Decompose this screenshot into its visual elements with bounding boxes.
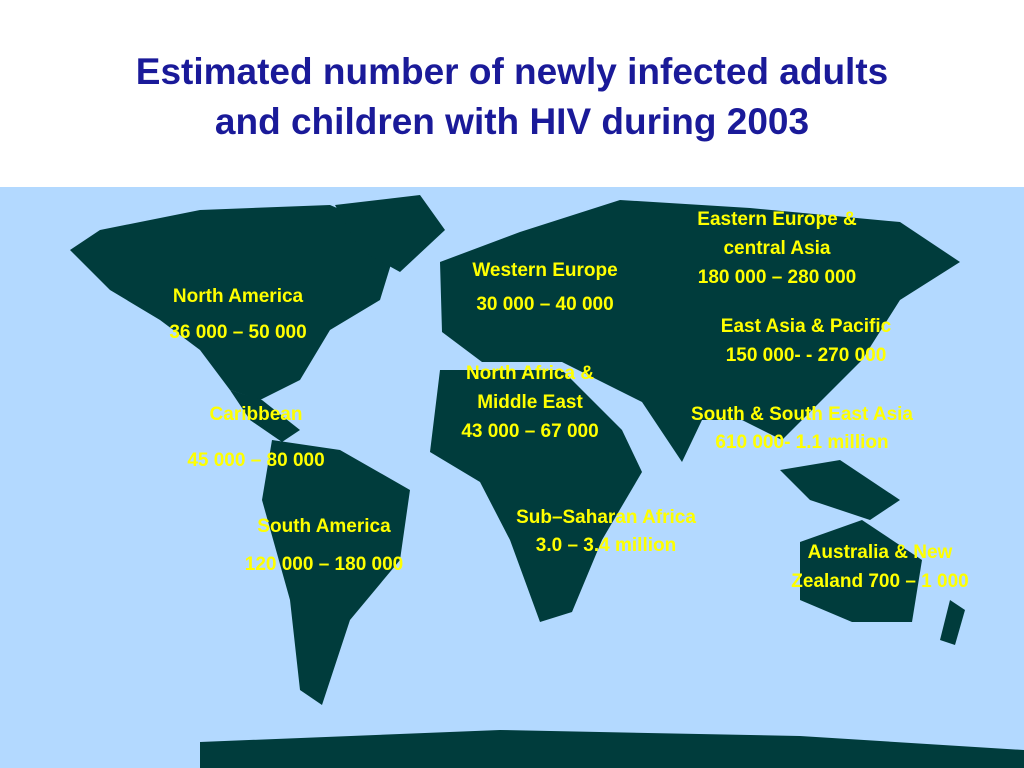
central-america xyxy=(230,390,300,442)
title-line: and children with HIV during 2003 xyxy=(215,101,809,142)
region-label: 43 000 – 67 000 xyxy=(461,421,598,442)
region-label: Middle East xyxy=(477,392,583,413)
region-label: 45 000 – 80 000 xyxy=(187,450,324,471)
region-label: Australia & New xyxy=(808,542,953,563)
region-label: 36 000 – 50 000 xyxy=(169,322,306,343)
region-label: North America xyxy=(173,286,304,307)
new-zealand xyxy=(940,600,965,645)
region-label: Sub–Saharan Africa xyxy=(516,507,696,528)
region-labels: North America 36 000 – 50 000 Caribbean 45 … xyxy=(169,209,968,592)
land xyxy=(70,195,1024,768)
greenland xyxy=(335,195,445,272)
region-label: 610 000- 1.1 million xyxy=(715,432,888,453)
region-label: 3.0 – 3.4 million xyxy=(536,535,676,556)
region-label: Zealand 700 – 1 000 xyxy=(791,571,968,592)
south-america xyxy=(262,440,410,705)
antarctica xyxy=(200,730,1024,768)
region-label: South America xyxy=(257,516,391,537)
title-line: Estimated number of newly infected adult… xyxy=(136,51,888,92)
africa xyxy=(430,370,642,622)
region-label: 30 000 – 40 000 xyxy=(476,294,613,315)
region-label: 180 000 – 280 000 xyxy=(698,267,857,288)
region-label: Eastern Europe & xyxy=(697,209,857,230)
region-label: 120 000 – 180 000 xyxy=(245,554,404,575)
region-label: South & South East Asia xyxy=(691,404,913,425)
australia xyxy=(800,520,922,622)
eurasia xyxy=(440,200,960,462)
region-label: East Asia & Pacific xyxy=(721,316,892,337)
southeast-asia xyxy=(780,460,900,520)
north-america xyxy=(70,205,400,400)
region-label: 150 000- - 270 000 xyxy=(726,345,887,366)
region-label: Western Europe xyxy=(472,260,617,281)
region-label: central Asia xyxy=(723,238,830,259)
region-label: North Africa & xyxy=(466,363,594,384)
region-label: Caribbean xyxy=(210,404,303,425)
